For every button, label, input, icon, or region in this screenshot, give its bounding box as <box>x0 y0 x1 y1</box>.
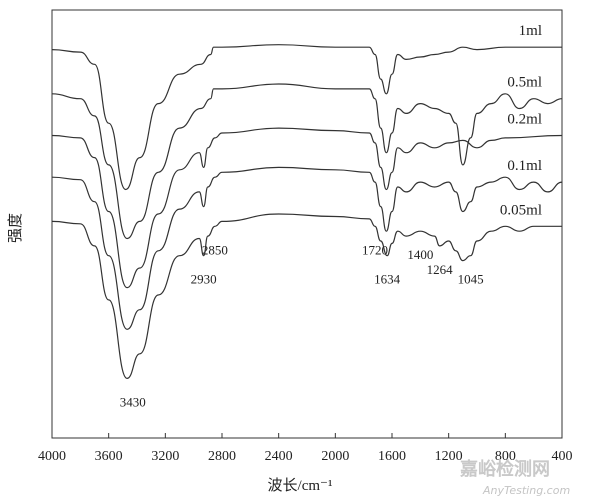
x-tick-label: 3200 <box>151 449 179 464</box>
watermark-en: AnyTesting.com <box>482 484 570 497</box>
x-tick-label: 1200 <box>435 449 463 464</box>
peak-label: 2930 <box>191 272 217 287</box>
series-lines <box>51 44 563 380</box>
series-label-2: 0.5ml <box>507 75 542 91</box>
y-axis-title: 强度 <box>7 213 24 243</box>
x-tick-label: 400 <box>552 449 573 464</box>
peak-label: 3430 <box>120 394 146 409</box>
series-line-4 <box>51 166 563 330</box>
x-axis-title: 波长/cm⁻¹ <box>268 477 333 494</box>
x-tick-label: 800 <box>495 449 516 464</box>
series-line-1 <box>51 44 562 191</box>
x-tick-label: 2400 <box>265 449 293 464</box>
x-tick-label: 2000 <box>321 449 349 464</box>
x-tick-label: 3600 <box>95 449 123 464</box>
peak-label: 1045 <box>458 272 484 287</box>
series-label-3: 0.2ml <box>507 111 542 127</box>
peak-label: 1720 <box>362 242 388 257</box>
peak-label: 1264 <box>427 262 454 277</box>
series-line-2 <box>51 83 563 240</box>
series-labels: 1ml 0.5ml 0.2ml 0.1ml 0.05ml <box>500 23 542 218</box>
watermark-cn: 嘉峪检测网 <box>459 458 550 480</box>
x-axis-ticks <box>51 433 563 438</box>
series-line-3 <box>51 127 563 289</box>
series-label-1: 1ml <box>519 23 542 39</box>
plot-frame <box>51 9 563 439</box>
series-line-5 <box>51 213 562 380</box>
x-tick-label: 2800 <box>208 449 236 464</box>
x-axis-tick-labels: 4000 3600 3200 2800 2400 2000 1600 1200 800 400 <box>38 449 573 464</box>
x-tick-label: 4000 <box>38 449 66 464</box>
peak-label: 1400 <box>407 247 433 262</box>
series-label-5: 0.05ml <box>500 202 542 218</box>
series-label-4: 0.1ml <box>507 158 542 174</box>
peak-label: 2850 <box>202 242 228 257</box>
peak-label: 1634 <box>374 272 401 287</box>
x-tick-label: 1600 <box>378 449 406 464</box>
